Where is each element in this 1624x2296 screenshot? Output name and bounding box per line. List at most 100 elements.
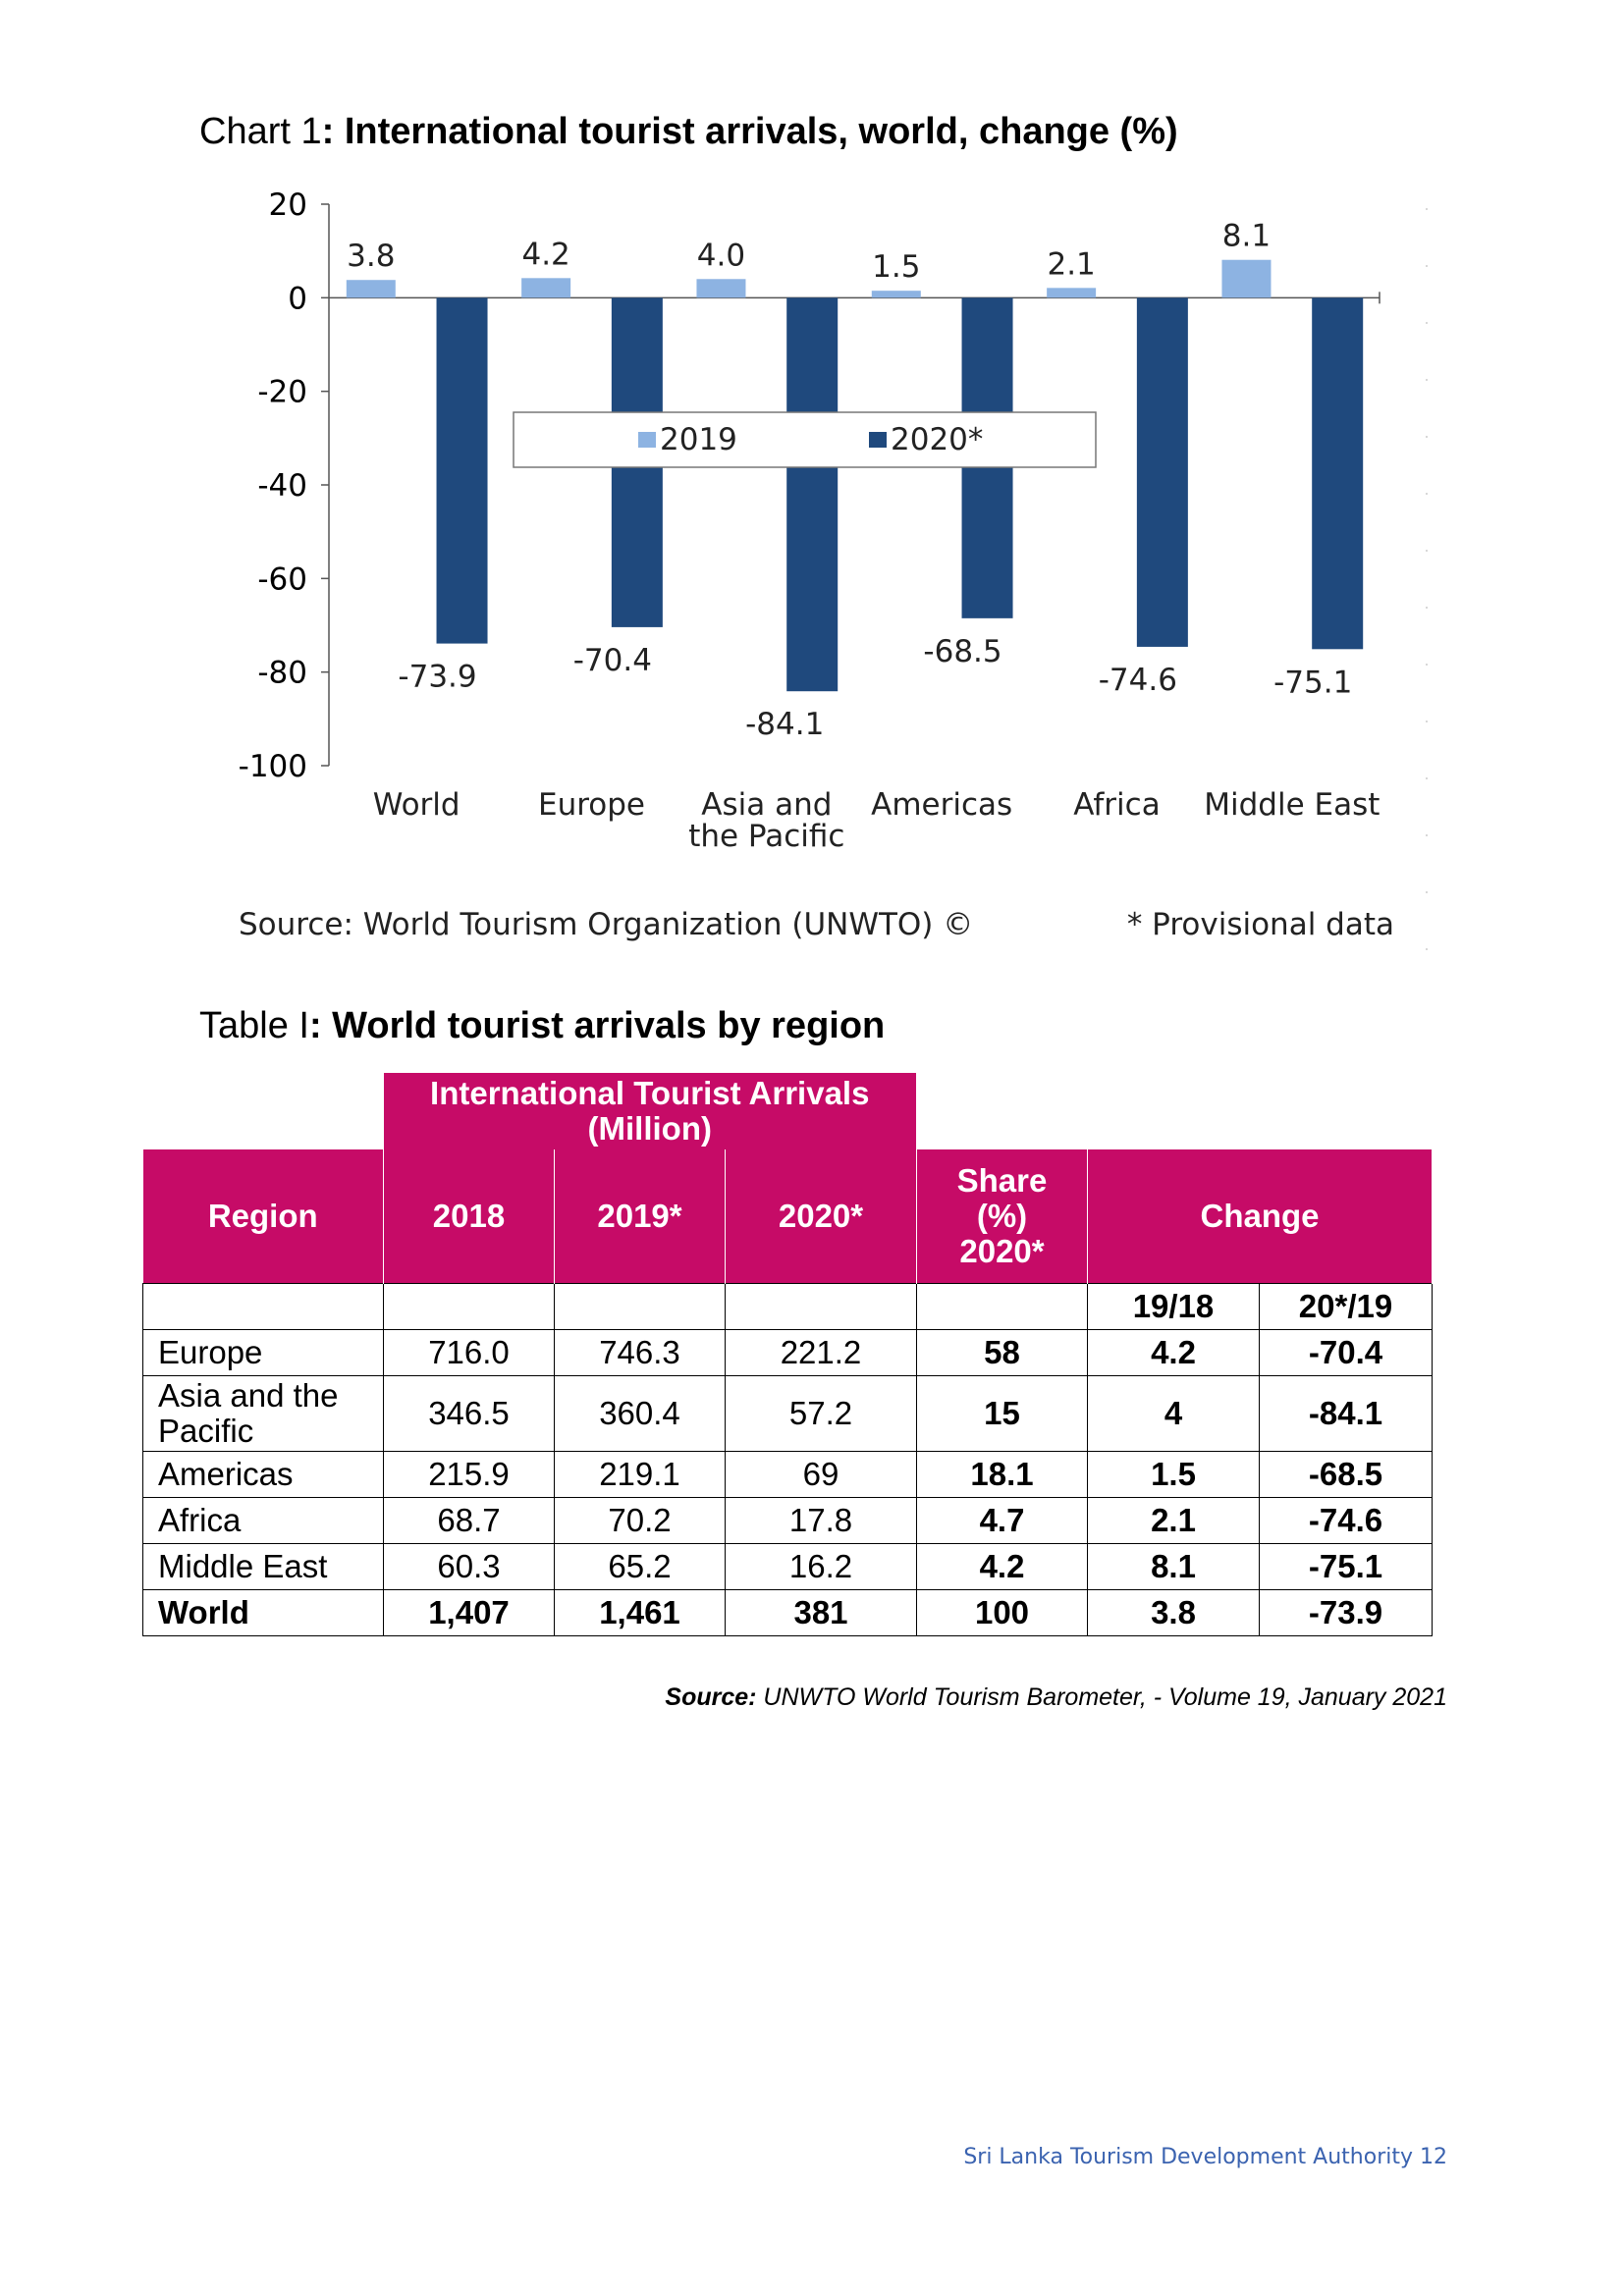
value-2019-cell: 65.2 <box>554 1543 726 1590</box>
change-19-18-cell: 8.1 <box>1087 1543 1260 1590</box>
value-2019-cell: 746.3 <box>554 1329 726 1376</box>
chart-frame-dot <box>1426 834 1428 836</box>
bar-2020 <box>786 297 839 692</box>
change-20-19-cell: -73.9 <box>1259 1589 1433 1636</box>
data-label-2019: 2.1 <box>1047 246 1095 282</box>
value-2019-cell: 219.1 <box>554 1451 726 1498</box>
header-2020: 2020* <box>725 1149 917 1284</box>
change-19-18-cell: 3.8 <box>1087 1589 1260 1636</box>
chart-frame-dot <box>1426 664 1428 666</box>
value-2019-cell: 70.2 <box>554 1497 726 1544</box>
data-label-2020: -68.5 <box>923 634 1001 669</box>
subheader-20-19: 20*/19 <box>1259 1283 1433 1330</box>
y-tick-label: -100 <box>239 749 307 784</box>
value-2018-cell: 346.5 <box>383 1375 555 1452</box>
value-2020-cell: 17.8 <box>725 1497 917 1544</box>
share-cell: 58 <box>916 1329 1088 1376</box>
chart-frame-dot <box>1426 379 1428 381</box>
subheader-19-18: 19/18 <box>1087 1283 1260 1330</box>
category-label: Asia and <box>701 787 832 823</box>
value-2018-cell: 60.3 <box>383 1543 555 1590</box>
chart-heading-prefix: Chart 1 <box>199 111 322 152</box>
value-2019-cell: 1,461 <box>554 1589 726 1636</box>
header-change: Change <box>1087 1149 1433 1284</box>
legend-label-2020: 2020* <box>891 422 983 457</box>
data-label-2020: -84.1 <box>745 707 824 742</box>
share-cell: 4.2 <box>916 1543 1088 1590</box>
header-region: Region <box>142 1149 384 1284</box>
change-20-19-cell: -75.1 <box>1259 1543 1433 1590</box>
data-label-2019: 3.8 <box>347 239 395 274</box>
value-2020-cell: 381 <box>725 1589 917 1636</box>
region-cell: Asia and the Pacific <box>142 1375 384 1452</box>
value-2020-cell: 57.2 <box>725 1375 917 1452</box>
value-2020-cell: 16.2 <box>725 1543 917 1590</box>
data-label-2020: -74.6 <box>1099 663 1177 698</box>
page-footer: Sri Lanka Tourism Development Authority … <box>963 2145 1447 2169</box>
data-label-2019: 8.1 <box>1222 219 1271 254</box>
data-label-2020: -75.1 <box>1273 665 1352 700</box>
category-label: Middle East <box>1204 787 1380 823</box>
chart-frame-dot <box>1426 322 1428 324</box>
data-label-2019: 4.0 <box>697 238 745 273</box>
category-label: Africa <box>1073 787 1160 823</box>
table-row: Middle East 60.3 65.2 16.2 4.2 8.1 -75.1 <box>142 1543 1433 1590</box>
bar-2020 <box>1136 297 1188 647</box>
table-source-label: Source: <box>665 1683 757 1711</box>
data-label-2019: 4.2 <box>521 237 569 272</box>
change-19-18-cell: 4 <box>1087 1375 1260 1452</box>
chart-frame-dot <box>1426 607 1428 609</box>
region-cell: Middle East <box>142 1543 384 1590</box>
share-cell: 18.1 <box>916 1451 1088 1498</box>
legend-swatch-2020 <box>869 432 887 448</box>
change-19-18-cell: 1.5 <box>1087 1451 1260 1498</box>
region-cell: Americas <box>142 1451 384 1498</box>
change-20-19-cell: -68.5 <box>1259 1451 1433 1498</box>
bar-2019 <box>871 291 921 298</box>
data-label-2020: -73.9 <box>398 660 476 695</box>
data-label-2020: -70.4 <box>573 643 652 678</box>
region-cell: World <box>142 1589 384 1636</box>
y-tick-label: -40 <box>257 468 307 504</box>
chart-frame-dot <box>1426 948 1428 950</box>
category-label: Americas <box>871 787 1012 823</box>
chart-frame-dot <box>1426 891 1428 893</box>
region-arrivals-table: International Tourist Arrivals (Million)… <box>142 1073 1433 1636</box>
table-row: Asia and the Pacific 346.5 360.4 57.2 15… <box>142 1375 1433 1452</box>
bar-2019 <box>696 279 746 298</box>
data-label-2019: 1.5 <box>872 249 920 285</box>
chart-frame-dot <box>1426 721 1428 722</box>
value-2018-cell: 1,407 <box>383 1589 555 1636</box>
bar-2020 <box>436 297 488 644</box>
legend-box <box>513 411 1097 468</box>
value-2018-cell: 716.0 <box>383 1329 555 1376</box>
value-2020-cell: 221.2 <box>725 1329 917 1376</box>
table-row: World 1,407 1,461 381 100 3.8 -73.9 <box>142 1589 1433 1636</box>
table-source: Source: UNWTO World Tourism Barometer, -… <box>665 1683 1447 1712</box>
table-row: Americas 215.9 219.1 69 18.1 1.5 -68.5 <box>142 1451 1433 1498</box>
chart-note-text: * Provisional data <box>1127 907 1394 942</box>
legend-swatch-2019 <box>638 432 656 448</box>
chart-frame-dot <box>1426 493 1428 495</box>
share-cell: 15 <box>916 1375 1088 1452</box>
value-2018-cell: 215.9 <box>383 1451 555 1498</box>
legend-label-2019: 2019 <box>660 422 737 457</box>
bar-2019 <box>521 278 571 298</box>
y-tick-label: 0 <box>288 281 307 316</box>
table-row: Europe 716.0 746.3 221.2 58 4.2 -70.4 <box>142 1329 1433 1376</box>
bar-2019 <box>346 280 396 298</box>
chart-source-text: Source: World Tourism Organization (UNWT… <box>239 907 973 942</box>
bar-2019 <box>1047 288 1097 298</box>
y-tick-label: -80 <box>257 656 307 691</box>
share-cell: 100 <box>916 1589 1088 1636</box>
header-2018: 2018 <box>383 1149 555 1284</box>
chart-frame-dot <box>1426 208 1428 210</box>
share-cell: 4.7 <box>916 1497 1088 1544</box>
table-heading-title: : World tourist arrivals by region <box>308 1005 886 1046</box>
category-label: World <box>373 787 460 823</box>
chart-frame-dot <box>1426 436 1428 438</box>
value-2020-cell: 69 <box>725 1451 917 1498</box>
change-20-19-cell: -74.6 <box>1259 1497 1433 1544</box>
chart-heading: Chart 1: International tourist arrivals,… <box>199 110 1178 153</box>
change-19-18-cell: 2.1 <box>1087 1497 1260 1544</box>
